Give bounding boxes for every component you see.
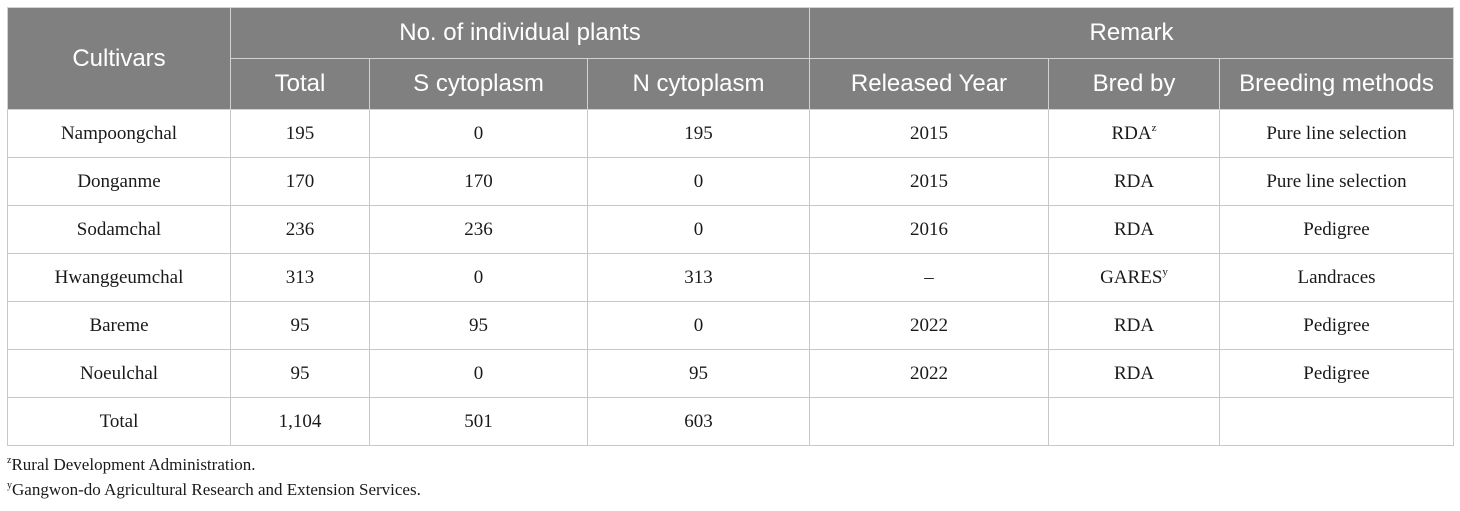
- cell-cultivar: Bareme: [7, 301, 231, 350]
- cell-n-cytoplasm: 313: [587, 253, 810, 302]
- cell-total-bred-by: [1048, 397, 1220, 446]
- bred-by-text: RDA: [1113, 170, 1155, 192]
- cell-bred-by: RDAz: [1048, 109, 1220, 158]
- header-released-year: Released Year: [809, 58, 1049, 110]
- table-row: Hwanggeumchal 313 0 313 – GARESy Landrac…: [7, 253, 1455, 302]
- cell-cultivar: Sodamchal: [7, 205, 231, 254]
- cell-breeding-method: Pure line selection: [1218, 157, 1455, 206]
- bred-by-text: RDA: [1113, 362, 1155, 384]
- header-group-plants: No. of individual plants: [230, 7, 810, 59]
- footnote-text: Rural Development Administration.: [11, 455, 256, 474]
- cell-total: 313: [230, 253, 370, 302]
- footnote-text: Gangwon-do Agricultural Research and Ext…: [12, 480, 421, 499]
- cell-s-cytoplasm: 170: [369, 157, 588, 206]
- cultivar-table: Cultivars No. of individual plants Remar…: [7, 7, 1455, 446]
- cell-released-year: –: [809, 253, 1049, 302]
- cell-released-year: 2022: [809, 301, 1049, 350]
- header-row-columns: Total S cytoplasm N cytoplasm Released Y…: [8, 58, 1455, 110]
- cell-cultivar: Hwanggeumchal: [7, 253, 231, 302]
- table-header: Cultivars No. of individual plants Remar…: [7, 7, 1455, 110]
- cell-s-cytoplasm: 95: [369, 301, 588, 350]
- cell-breeding-method: Pedigree: [1218, 301, 1455, 350]
- cell-total-s-cytoplasm: 501: [369, 397, 588, 446]
- cell-breeding-method: Pedigree: [1218, 205, 1455, 254]
- cell-n-cytoplasm: 95: [587, 349, 810, 398]
- cell-n-cytoplasm: 195: [587, 109, 810, 158]
- cell-total-n-cytoplasm: 603: [587, 397, 810, 446]
- table-container: Cultivars No. of individual plants Remar…: [7, 7, 1455, 502]
- cell-breeding-method: Landraces: [1218, 253, 1455, 302]
- cell-s-cytoplasm: 0: [369, 109, 588, 158]
- cell-bred-by: RDA: [1048, 301, 1220, 350]
- cell-cultivar: Noeulchal: [7, 349, 231, 398]
- cell-bred-by: GARESy: [1048, 253, 1220, 302]
- cell-cultivar: Nampoongchal: [7, 109, 231, 158]
- cell-total: 170: [230, 157, 370, 206]
- cell-s-cytoplasm: 0: [369, 253, 588, 302]
- cell-s-cytoplasm: 0: [369, 349, 588, 398]
- header-cultivars: Cultivars: [7, 7, 231, 110]
- table-row: Donganme 170 170 0 2015 RDA Pure line se…: [7, 157, 1455, 206]
- cell-n-cytoplasm: 0: [587, 157, 810, 206]
- cell-total: 236: [230, 205, 370, 254]
- bred-by-text: GARES: [1100, 266, 1163, 288]
- cell-released-year: 2022: [809, 349, 1049, 398]
- cell-total-breeding-method: [1218, 397, 1455, 446]
- header-s-cytoplasm: S cytoplasm: [369, 58, 588, 110]
- header-total: Total: [230, 58, 370, 110]
- cell-cultivar: Donganme: [7, 157, 231, 206]
- header-breeding-methods: Breeding methods: [1218, 58, 1455, 110]
- footnotes: zRural Development Administration. yGang…: [7, 452, 1453, 502]
- cell-s-cytoplasm: 236: [369, 205, 588, 254]
- header-n-cytoplasm: N cytoplasm: [587, 58, 810, 110]
- cell-total: 95: [230, 349, 370, 398]
- cell-n-cytoplasm: 0: [587, 205, 810, 254]
- header-bred-by: Bred by: [1048, 58, 1220, 110]
- table-row: Sodamchal 236 236 0 2016 RDA Pedigree: [7, 205, 1455, 254]
- footnote-marker: y: [1162, 265, 1168, 278]
- cell-breeding-method: Pure line selection: [1218, 109, 1455, 158]
- cell-total: 95: [230, 301, 370, 350]
- footnote-mark: z: [7, 455, 12, 466]
- cell-grand-total: 1,104: [230, 397, 370, 446]
- cell-total-released-year: [809, 397, 1049, 446]
- cell-breeding-method: Pedigree: [1218, 349, 1455, 398]
- footnote-mark: y: [7, 480, 12, 491]
- table-body: Nampoongchal 195 0 195 2015 RDAz Pure li…: [7, 109, 1455, 446]
- cell-total: 195: [230, 109, 370, 158]
- footnote-y: yGangwon-do Agricultural Research and Ex…: [7, 477, 1453, 502]
- footnote-z: zRural Development Administration.: [7, 452, 1453, 477]
- table-row: Noeulchal 95 0 95 2022 RDA Pedigree: [7, 349, 1455, 398]
- cell-released-year: 2016: [809, 205, 1049, 254]
- table-row: Nampoongchal 195 0 195 2015 RDAz Pure li…: [7, 109, 1455, 158]
- bred-by-text: RDA: [1113, 314, 1155, 336]
- bred-by-text: RDA: [1113, 218, 1155, 240]
- total-row: Total 1,104 501 603: [7, 397, 1455, 446]
- table-row: Bareme 95 95 0 2022 RDA Pedigree: [7, 301, 1455, 350]
- cell-bred-by: RDA: [1048, 157, 1220, 206]
- cell-bred-by: RDA: [1048, 205, 1220, 254]
- cell-total-label: Total: [7, 397, 231, 446]
- cell-released-year: 2015: [809, 109, 1049, 158]
- cell-bred-by: RDA: [1048, 349, 1220, 398]
- header-row-group: Cultivars No. of individual plants Remar…: [7, 7, 1455, 110]
- header-group-remark: Remark: [808, 7, 1455, 59]
- bred-by-text: RDA: [1111, 122, 1152, 144]
- cell-released-year: 2015: [809, 157, 1049, 206]
- footnote-marker: z: [1151, 121, 1157, 134]
- cell-n-cytoplasm: 0: [587, 301, 810, 350]
